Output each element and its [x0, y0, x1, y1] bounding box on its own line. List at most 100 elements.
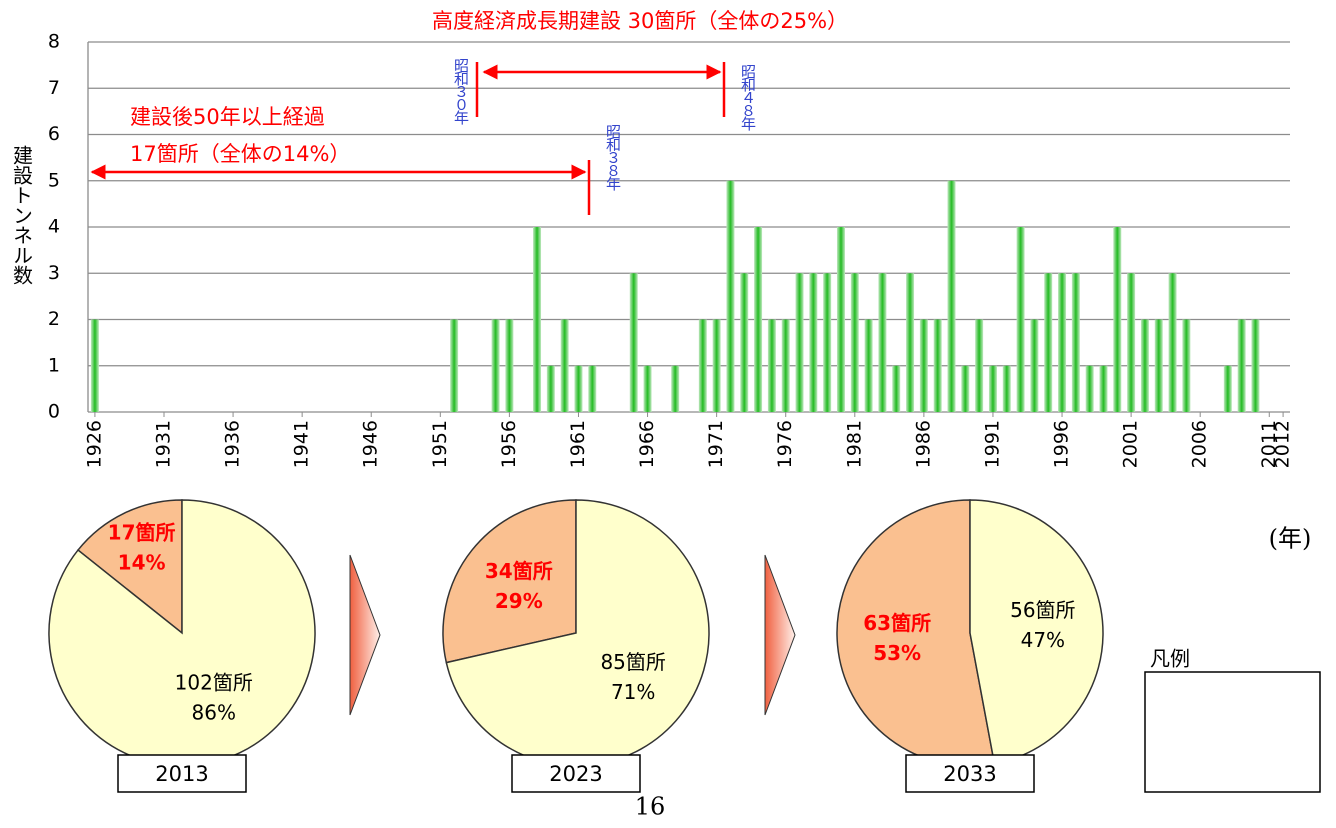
era-label: 昭和３０年	[452, 58, 470, 125]
era-label: 昭和４８年	[739, 64, 757, 131]
bar	[809, 273, 818, 412]
bar	[1237, 319, 1246, 412]
x-tick-label: 2006	[1189, 420, 1211, 468]
pie-value-label: 102箇所	[175, 670, 253, 694]
annotation-arrows	[90, 62, 726, 215]
pie-share-label: 29%	[495, 589, 543, 613]
x-tick-label: 1956	[498, 420, 520, 468]
bar	[947, 180, 956, 412]
x-tick-label: 1991	[981, 420, 1003, 468]
bar	[767, 319, 776, 412]
bar	[740, 273, 749, 412]
x-tick-label: 2001	[1120, 420, 1142, 468]
bar	[1140, 319, 1149, 412]
bar	[795, 273, 804, 412]
pie-share-label: 47%	[1021, 628, 1065, 652]
x-tick-label: 1986	[912, 420, 934, 468]
bar	[1154, 319, 1163, 412]
bar	[712, 319, 721, 412]
x-tick-label: 2012	[1272, 420, 1294, 468]
x-tick-label: 1936	[222, 420, 244, 468]
pie-slice	[969, 499, 1104, 765]
bar	[505, 319, 514, 412]
bar	[1058, 273, 1067, 412]
pie-title: 2023	[549, 762, 602, 786]
bar	[906, 273, 915, 412]
pie-value-label: 56箇所	[1010, 598, 1075, 622]
x-tick-label: 2011	[1258, 420, 1280, 468]
y-tick-label: 7	[48, 77, 60, 99]
x-tick-label: 1971	[705, 420, 727, 468]
pie-slice	[445, 499, 710, 767]
pie-title: 2013	[155, 762, 208, 786]
y-axis-label: 建設トンネル数	[10, 145, 34, 285]
legend-title: 凡例	[1150, 647, 1190, 671]
bar	[781, 319, 790, 412]
x-axis-unit: (年)	[1269, 525, 1312, 553]
bar	[1223, 365, 1232, 412]
bar	[823, 273, 832, 412]
y-tick-label: 1	[48, 354, 60, 376]
x-tick-label: 1976	[774, 420, 796, 468]
annotation: 建設後50年以上経過	[130, 105, 325, 129]
year-box	[117, 754, 247, 793]
bar	[1071, 273, 1080, 412]
pie-slice	[442, 499, 577, 664]
x-tick-label: 1931	[152, 420, 174, 468]
bar	[574, 365, 583, 412]
bar	[1113, 227, 1122, 412]
arrow-shape	[764, 554, 796, 716]
year-box	[511, 754, 641, 793]
y-tick-label: 6	[48, 123, 60, 145]
bar	[1002, 365, 1011, 412]
y-tick-label: 5	[48, 169, 60, 191]
bar	[975, 319, 984, 412]
bar	[643, 365, 652, 412]
bar	[864, 319, 873, 412]
x-tick-label: 1946	[360, 420, 382, 468]
bar	[850, 273, 859, 412]
y-tick-label: 3	[48, 262, 60, 284]
pie-slice	[76, 499, 183, 635]
bar	[1099, 365, 1108, 412]
y-tick-label: 2	[48, 308, 60, 330]
bar	[491, 319, 500, 412]
bar	[1085, 365, 1094, 412]
x-tick-label: 1981	[843, 420, 865, 468]
bar	[1127, 273, 1136, 412]
pie-value-label: 17箇所	[108, 521, 176, 545]
bar	[533, 227, 542, 412]
bar	[933, 319, 942, 412]
bar	[919, 319, 928, 412]
x-tick-label: 1926	[83, 420, 105, 468]
era-label: 昭和３８年	[604, 124, 622, 191]
y-tick-label: 4	[48, 216, 60, 238]
pie-share-label: 86%	[192, 700, 236, 724]
bar	[1168, 273, 1177, 412]
bar	[961, 365, 970, 412]
bar	[878, 273, 887, 412]
annotation: 17箇所（全体の14%）	[130, 142, 350, 166]
x-tick-label: 1951	[429, 420, 451, 468]
bar	[588, 365, 597, 412]
y-tick-label: 0	[48, 401, 60, 423]
bar	[836, 227, 845, 412]
pie-value-label: 85箇所	[600, 650, 665, 674]
pie-share-label: 71%	[611, 680, 655, 704]
bar	[1044, 273, 1053, 412]
chart-title: 高度経済成長期建設 30箇所（全体の25%）	[432, 9, 848, 33]
x-tick-label: 1941	[291, 420, 313, 468]
bar	[1182, 319, 1191, 412]
bar	[450, 319, 459, 412]
pie-value-label: 34箇所	[485, 559, 553, 583]
bar	[892, 365, 901, 412]
page-number: 16	[635, 793, 666, 821]
bar	[754, 227, 763, 412]
bar	[988, 365, 997, 412]
arrow-shape	[349, 554, 381, 716]
pie-charts: 17箇所14%102箇所86%201350年以上50年未満34箇所29%85箇所…	[48, 499, 1295, 793]
bar	[726, 180, 735, 412]
pie-share-label: 14%	[118, 551, 166, 575]
pie-title: 2033	[943, 762, 996, 786]
